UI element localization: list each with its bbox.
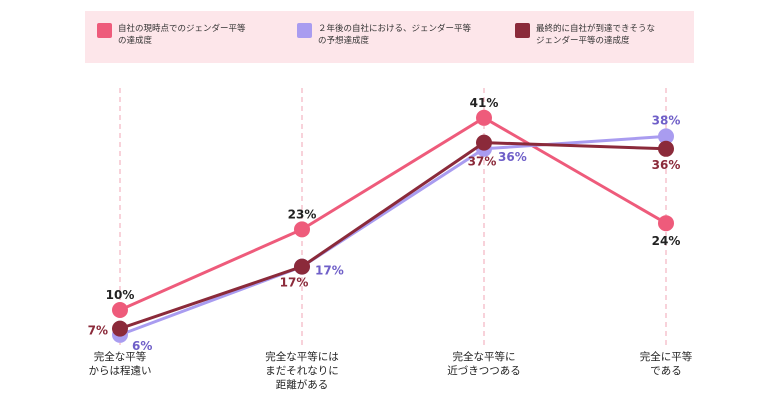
x-tick-label: 完全な平等 からは程遠い: [88, 351, 152, 377]
data-label-final: 37%: [468, 155, 497, 169]
data-label-future: 38%: [652, 113, 681, 127]
data-label-final: 36%: [652, 158, 681, 172]
data-point-future: [658, 128, 674, 145]
series-line-current: [119, 116, 667, 312]
data-point-final: [294, 258, 310, 275]
data-point-current: [476, 109, 492, 126]
legend-label-current: 自社の現時点でのジェンダー平等 の達成度: [118, 24, 246, 46]
legend-swatch-final: [515, 23, 530, 38]
data-point-final: [476, 134, 492, 151]
data-point-current: [294, 221, 310, 238]
x-tick-label: 完全に平等 である: [639, 351, 693, 377]
legend-label-future: ２年後の自社における、ジェンダー平等 の予想達成度: [318, 24, 472, 46]
data-label-final: 17%: [280, 276, 309, 290]
data-label-future: 36%: [498, 150, 527, 164]
data-point-final: [112, 320, 128, 337]
legend-item-current: 自社の現時点でのジェンダー平等 の達成度: [97, 23, 246, 47]
legend-item-final: 最終的に自社が到達できそうな ジェンダー平等の達成度: [515, 23, 655, 47]
data-label-current: 24%: [652, 234, 681, 248]
legend: 自社の現時点でのジェンダー平等 の達成度 ２年後の自社における、ジェンダー平等 …: [85, 11, 694, 63]
data-label-future: 6%: [132, 339, 152, 353]
x-tick-label: 完全な平等に 近づきつつある: [447, 351, 521, 377]
series-line-future: [119, 134, 667, 337]
data-label-current: 10%: [106, 288, 135, 302]
data-point-current: [658, 215, 674, 232]
legend-swatch-future: [297, 23, 312, 38]
legend-label-final: 最終的に自社が到達できそうな ジェンダー平等の達成度: [536, 24, 656, 46]
data-label-current: 23%: [288, 207, 317, 221]
series-line-final: [119, 141, 667, 331]
data-label-current: 41%: [470, 96, 499, 110]
legend-swatch-current: [97, 23, 112, 38]
data-point-current: [112, 302, 128, 318]
legend-item-future: ２年後の自社における、ジェンダー平等 の予想達成度: [297, 23, 471, 47]
data-point-final: [658, 140, 674, 157]
data-label-final: 7%: [88, 324, 108, 338]
data-label-future: 17%: [315, 264, 344, 278]
x-tick-label: 完全な平等には まだそれなりに 距離がある: [265, 351, 339, 391]
